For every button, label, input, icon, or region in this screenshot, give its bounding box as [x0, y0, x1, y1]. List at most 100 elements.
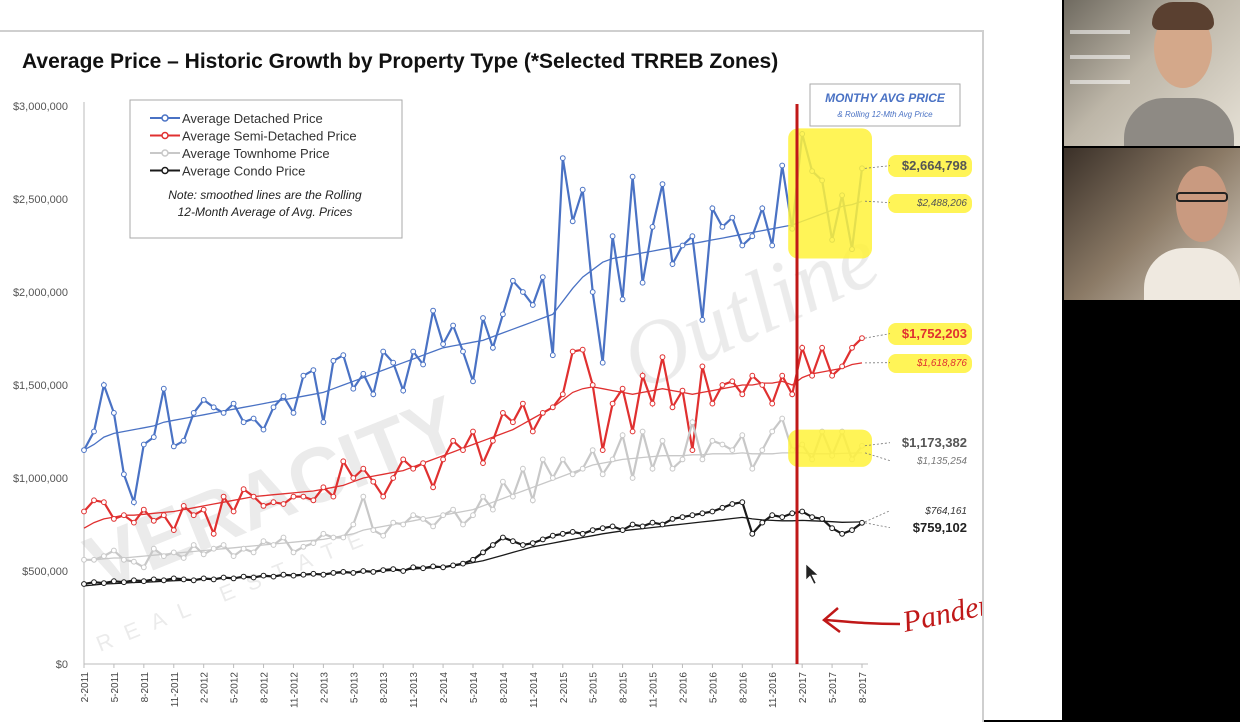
x-tick-label: 8-2016	[738, 672, 749, 704]
data-point	[650, 466, 655, 471]
data-point	[311, 541, 316, 546]
data-point	[281, 572, 286, 577]
data-point	[530, 498, 535, 503]
x-tick-label: 8-2013	[379, 672, 390, 704]
data-point	[650, 401, 655, 406]
data-point	[840, 364, 845, 369]
data-point	[391, 567, 396, 572]
data-point	[311, 498, 316, 503]
data-point	[241, 546, 246, 551]
data-point	[481, 316, 486, 321]
data-point	[391, 520, 396, 525]
stair-rail	[1070, 80, 1130, 84]
data-point	[670, 517, 675, 522]
data-point	[191, 578, 196, 583]
data-point	[630, 522, 635, 527]
data-point	[301, 373, 306, 378]
data-point	[241, 487, 246, 492]
data-point	[491, 543, 496, 548]
y-tick-label: $0	[56, 659, 68, 671]
data-point	[760, 206, 765, 211]
x-tick-label: 8-2011	[140, 672, 151, 703]
x-tick-label: 2-2011	[80, 672, 91, 703]
data-point	[710, 401, 715, 406]
data-point	[92, 498, 97, 503]
data-point	[760, 383, 765, 388]
data-point	[451, 563, 456, 568]
data-point	[301, 494, 306, 499]
legend-marker	[162, 115, 168, 121]
data-point	[431, 564, 436, 569]
data-point	[680, 243, 685, 248]
data-point	[371, 570, 376, 575]
data-point	[471, 557, 476, 562]
data-point	[730, 448, 735, 453]
data-point	[720, 505, 725, 510]
data-point	[122, 580, 127, 585]
data-point	[540, 411, 545, 416]
data-point	[211, 531, 216, 536]
data-point	[451, 507, 456, 512]
data-point	[800, 509, 805, 514]
data-point	[271, 574, 276, 579]
data-point	[491, 345, 496, 350]
data-point	[421, 517, 426, 522]
legend-marker	[162, 168, 168, 174]
detached-highlight	[788, 128, 872, 258]
data-point	[331, 494, 336, 499]
data-point	[511, 420, 516, 425]
data-point	[670, 466, 675, 471]
data-point	[351, 386, 356, 391]
data-point	[650, 225, 655, 230]
data-point	[740, 433, 745, 438]
data-point	[141, 565, 146, 570]
data-point	[401, 388, 406, 393]
data-point	[780, 373, 785, 378]
data-point	[720, 383, 725, 388]
data-point	[451, 323, 456, 328]
legend-note-line-2: 12-Month Average of Avg. Prices	[178, 205, 353, 219]
data-point	[291, 573, 296, 578]
data-point	[730, 502, 735, 507]
data-point	[391, 360, 396, 365]
data-point	[860, 520, 865, 525]
data-point	[530, 541, 535, 546]
end-label-leader	[865, 523, 890, 528]
data-point	[700, 457, 705, 462]
x-tick-label: 5-2011	[110, 672, 121, 703]
data-point	[411, 349, 416, 354]
data-point	[750, 234, 755, 239]
data-point	[181, 504, 186, 509]
data-point	[132, 520, 137, 525]
data-point	[760, 520, 765, 525]
data-point	[740, 243, 745, 248]
data-point	[122, 557, 127, 562]
data-point	[690, 448, 695, 453]
data-point	[461, 349, 466, 354]
data-point	[161, 513, 166, 518]
data-point	[540, 275, 545, 280]
data-point	[381, 494, 386, 499]
legend-label: Average Townhome Price	[182, 146, 330, 161]
data-point	[281, 394, 286, 399]
data-point	[161, 554, 166, 559]
data-point	[580, 347, 585, 352]
data-point	[511, 494, 516, 499]
data-point	[231, 554, 236, 559]
video-tile-participant-1[interactable]	[1064, 0, 1240, 146]
data-point	[630, 476, 635, 481]
data-point	[311, 368, 316, 373]
data-point	[171, 444, 176, 449]
person-hair	[1152, 2, 1214, 30]
y-tick-label: $500,000	[22, 566, 68, 578]
data-point	[441, 513, 446, 518]
video-tile-participant-2[interactable]	[1064, 148, 1240, 300]
data-point	[700, 364, 705, 369]
data-point	[530, 429, 535, 434]
data-point	[461, 448, 466, 453]
legend-note-line-1: Note: smoothed lines are the Rolling	[168, 188, 362, 202]
legend-label: Average Detached Price	[182, 111, 323, 126]
data-point	[640, 373, 645, 378]
data-point	[371, 528, 376, 533]
